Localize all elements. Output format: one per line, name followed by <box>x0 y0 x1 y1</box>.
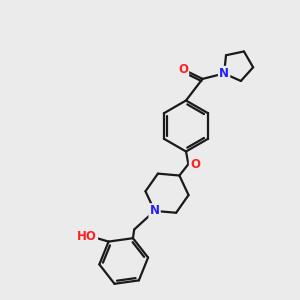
Text: O: O <box>190 158 200 171</box>
Text: O: O <box>178 63 188 76</box>
Text: N: N <box>150 204 160 218</box>
Text: HO: HO <box>77 230 97 243</box>
Text: N: N <box>219 67 229 80</box>
